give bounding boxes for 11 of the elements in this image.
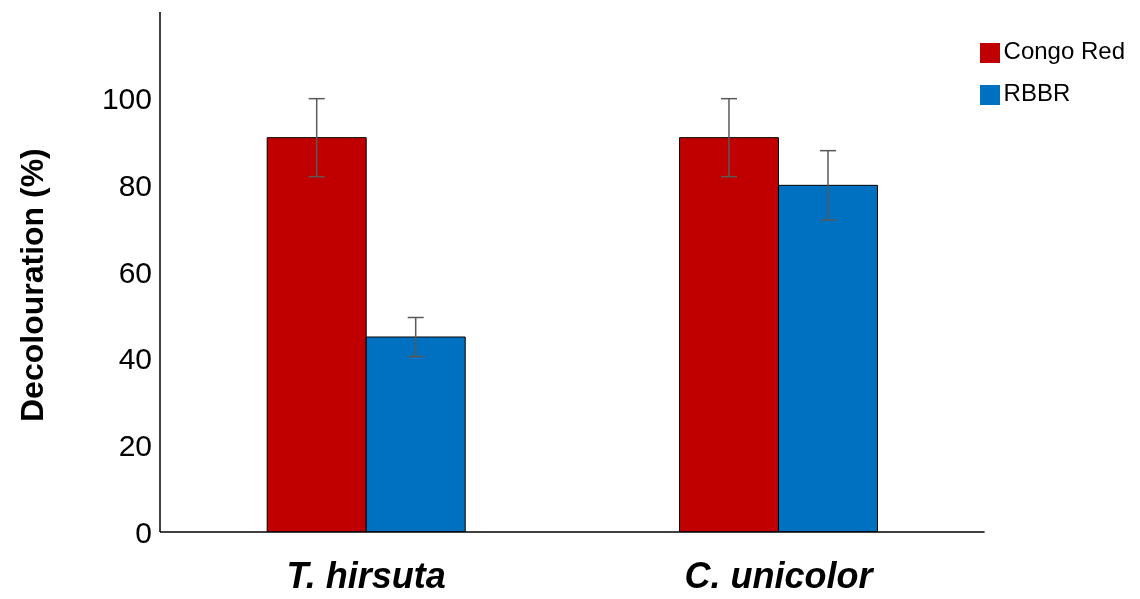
y-axis-title: Decolouration (%) xyxy=(14,148,51,422)
legend-label: Congo Red xyxy=(1003,37,1125,64)
y-tick-label: 0 xyxy=(135,515,152,549)
x-tick-label: T. hirsuta xyxy=(286,554,446,596)
x-tick-label: C. unicolor xyxy=(684,554,875,596)
legend-label: RBBR xyxy=(1003,79,1071,106)
y-tick-label: 20 xyxy=(118,428,152,462)
y-tick-label: 80 xyxy=(118,168,152,202)
y-tick-label: 60 xyxy=(118,255,152,289)
y-tick-label: 100 xyxy=(101,82,152,116)
y-tick-label: 40 xyxy=(118,342,152,376)
